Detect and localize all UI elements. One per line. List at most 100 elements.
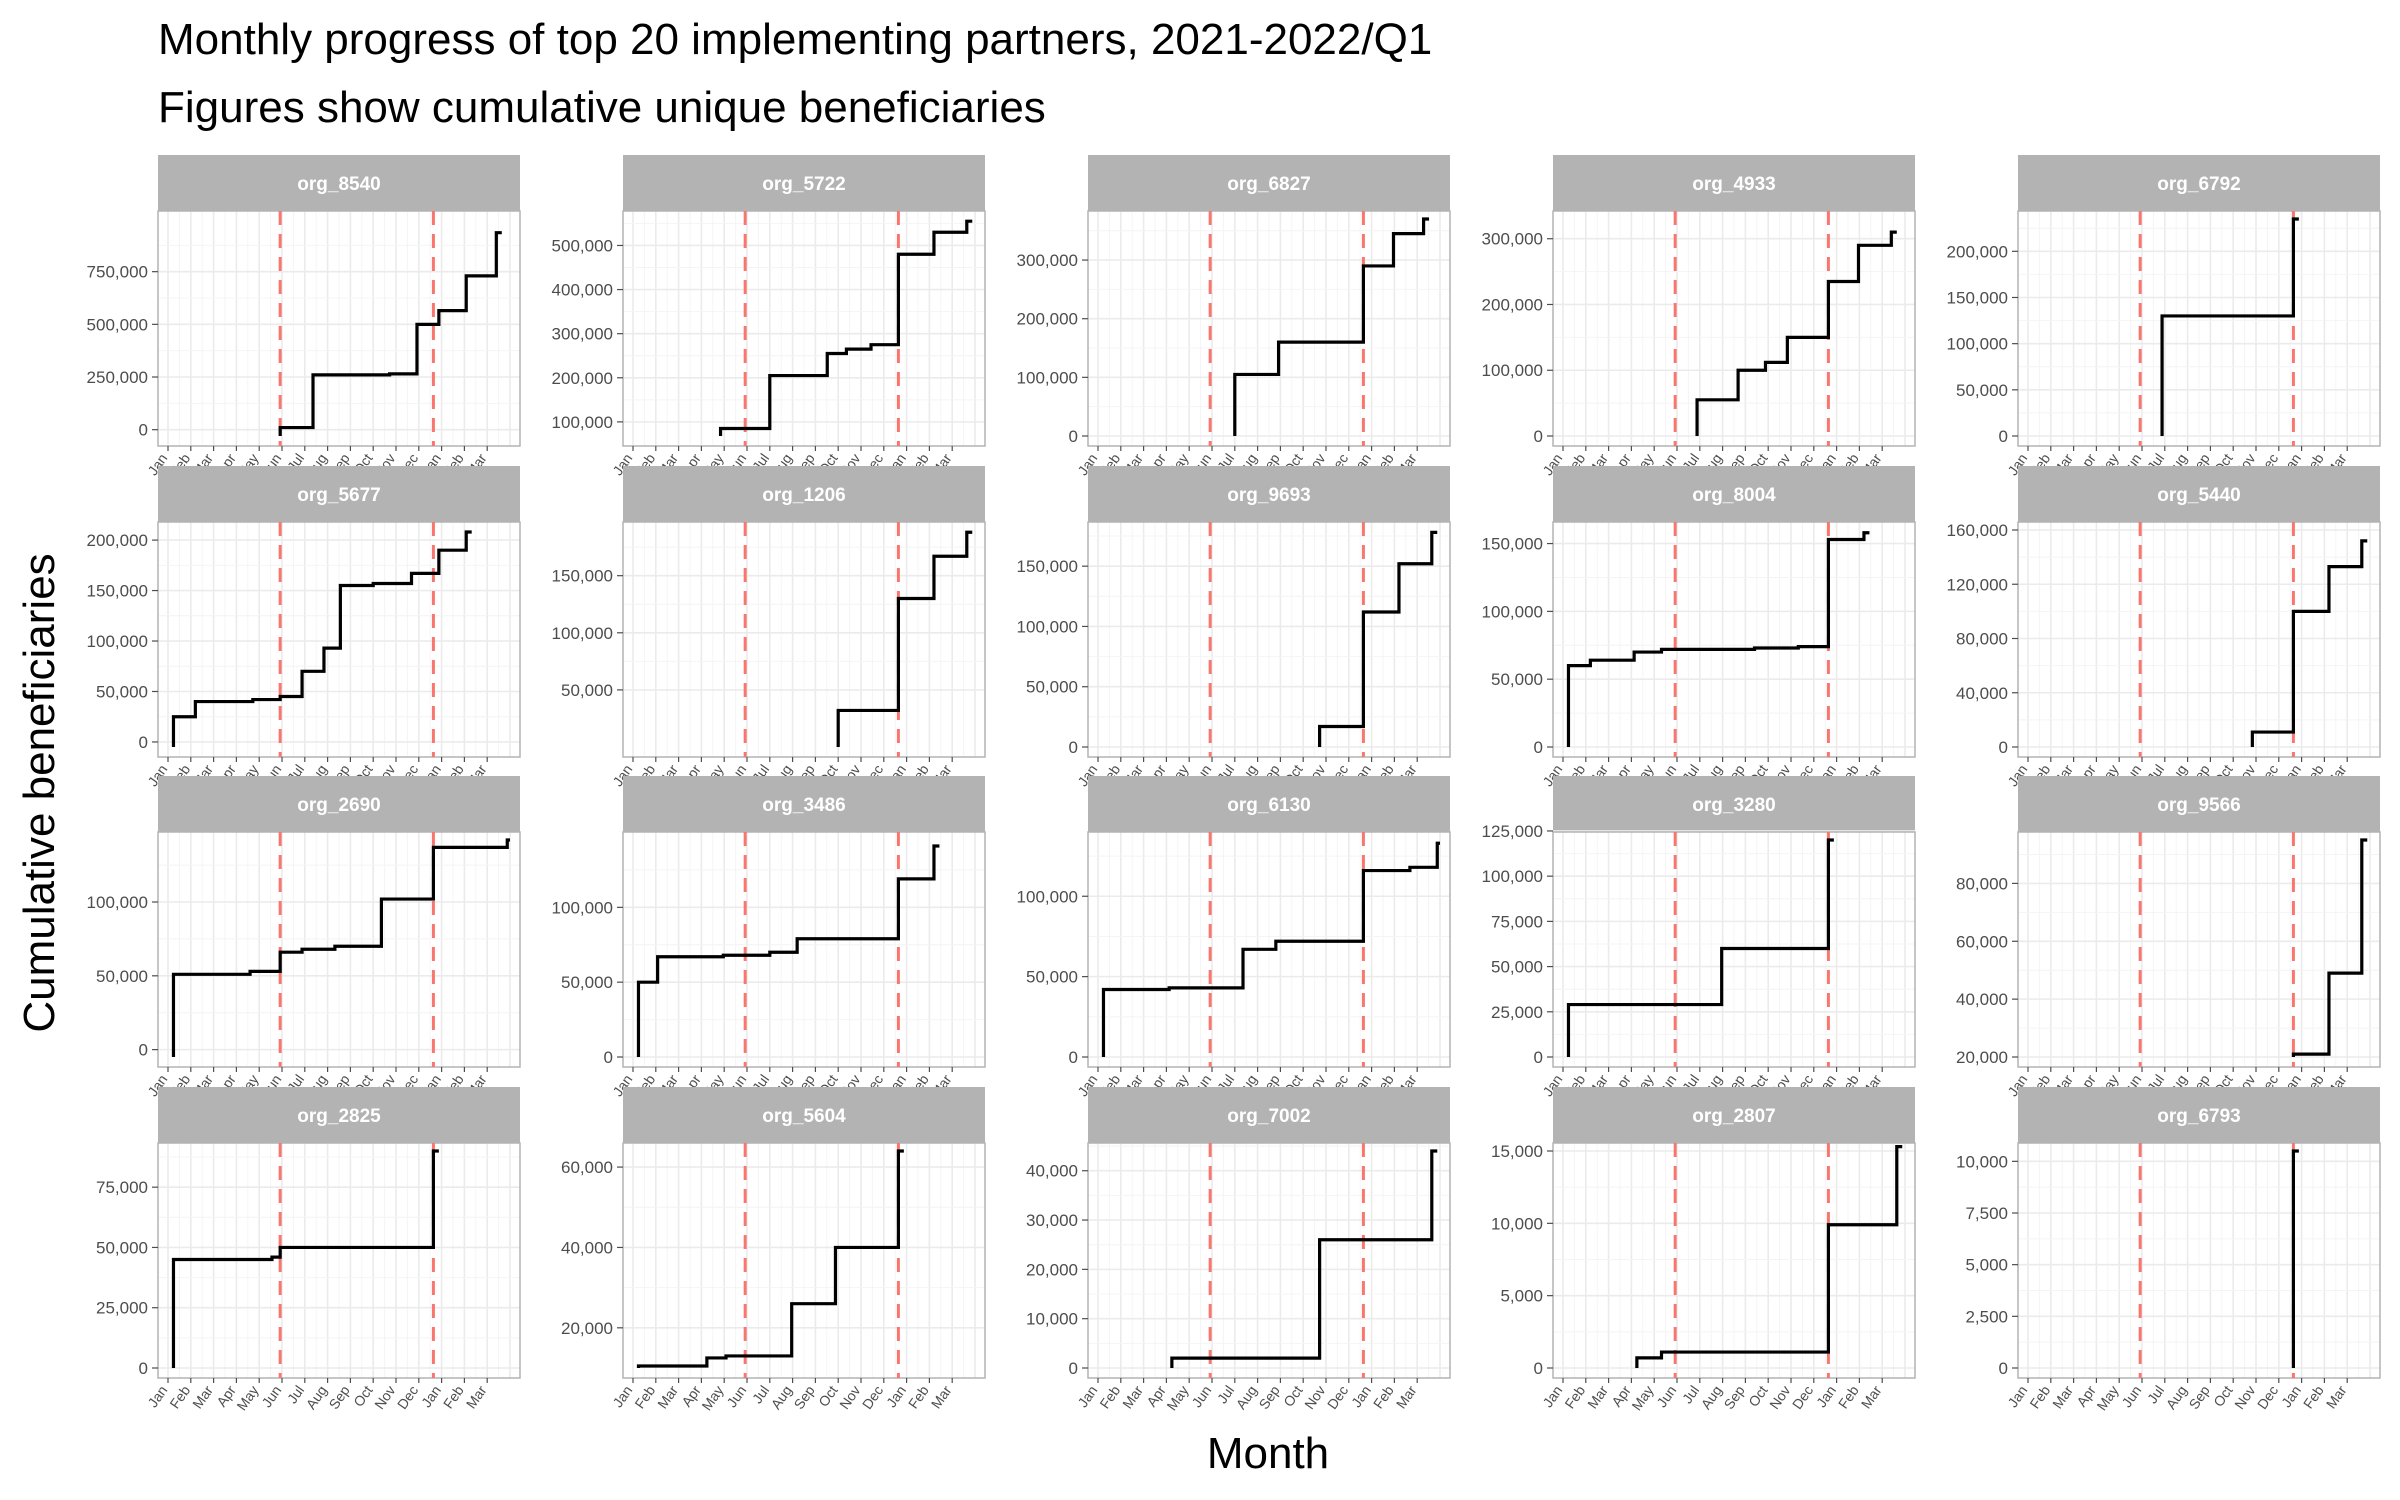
panel-border [157,831,521,1068]
x-tick-label: Oct [350,1382,376,1409]
x-tick-label: Dec [1789,1383,1816,1413]
panel-border [622,831,986,1068]
y-tick-label: 100,000 [87,893,148,912]
y-tick-label: 100,000 [1017,368,1078,387]
facet-panel: org_679302,5005,0007,50010,000JanFebMarA… [1956,1087,2381,1414]
y-tick-label: 30,000 [1026,1211,1078,1230]
facet-panel: org_2690050,000100,000JanFebMarAprMayJun… [87,776,521,1102]
x-tick-label: Feb [1370,1382,1397,1411]
panel-border [622,210,986,447]
x-tick-label: Oct [1280,1382,1306,1409]
y-tick-label: 10,000 [1491,1214,1543,1233]
facet-panel: org_7002010,00020,00030,00040,000JanFebM… [1026,1087,1451,1413]
x-tick-label: Mar [1393,1382,1420,1411]
series-line [1635,1145,1903,1368]
y-tick-label: 150,000 [87,582,148,601]
facet-panels: org_85400250,000500,000750,000JanFebMarA… [87,155,2381,1414]
y-tick-label: 100,000 [552,624,613,643]
panel-border [1552,521,1916,758]
facet-strip [158,155,520,211]
y-tick-label: 5,000 [1965,1256,2008,1275]
y-tick-label: 100,000 [1482,361,1543,380]
x-tick-label: Aug [768,1383,795,1413]
panel-border [157,210,521,447]
x-tick-label: Jan [1348,1383,1374,1411]
y-tick-label: 50,000 [1491,670,1543,689]
y-tick-label: 50,000 [1026,968,1078,987]
series-line [2291,838,2368,1057]
panel-border [1087,521,1451,758]
facet-panel: org_2825025,00050,00075,000JanFebMarAprM… [96,1087,521,1414]
y-tick-label: 0 [1999,427,2008,446]
x-tick-label: Jan [2278,1383,2304,1411]
panel-border [1087,210,1451,447]
facet-strip-label: org_6827 [1227,174,1310,195]
facet-strip-label: org_3486 [762,795,845,816]
y-tick-label: 200,000 [87,531,148,550]
panel-border [1552,210,1916,447]
facet-strip-label: org_6793 [2157,1106,2240,1127]
x-tick-label: Aug [1233,1383,1260,1413]
x-tick-label: Aug [1698,1383,1725,1413]
x-tick-label: Mar [2049,1382,2076,1411]
y-tick-label: 500,000 [87,315,148,334]
panel-border [2017,521,2381,758]
facet-strip [1088,466,1450,522]
y-tick-label: 0 [139,421,148,440]
y-tick-label: 20,000 [561,1319,613,1338]
x-tick-label: Nov [2231,1383,2258,1413]
x-tick-label: May [2093,1383,2121,1414]
panel-border [157,1142,521,1379]
chart-subtitle: Figures show cumulative unique beneficia… [158,83,1046,132]
x-tick-label: Aug [303,1383,330,1413]
y-tick-label: 50,000 [561,681,613,700]
facet-panel: org_5722 100,000 200,000 300,000 400,000 500,… [552,155,986,481]
y-tick-label: 20,000 [1026,1260,1078,1279]
facet-strip-label: org_8004 [1692,485,1776,506]
facet-strip-label: org_5677 [297,485,380,506]
x-tick-label: Jan [144,1383,170,1411]
x-tick-label: Feb [166,1382,193,1411]
facet-strip [158,466,520,522]
x-tick-label: May [233,1383,261,1414]
x-tick-label: May [698,1383,726,1414]
x-tick-label: Feb [631,1382,658,1411]
facet-panel: org_6792050,000100,000150,000200,000JanF… [1947,155,2381,481]
x-tick-label: Mar [189,1382,216,1411]
series-line [171,530,472,747]
y-tick-label: 50,000 [1026,678,1078,697]
y-tick-label: 250,000 [87,368,148,387]
y-tick-label: 10,000 [1956,1152,2008,1171]
x-tick-label: Mar [1584,1382,1611,1411]
facet-strip-label: org_3280 [1692,795,1775,816]
series-line [1566,531,1870,747]
facet-strip-label: org_2807 [1692,1106,1775,1127]
facet-strip-label: org_1206 [762,485,845,506]
facet-panel: org_560420,00040,00060,000JanFebMarAprMa… [561,1087,986,1414]
y-tick-label: 0 [1069,427,1078,446]
facet-panel: org_280705,00010,00015,000JanFebMarAprMa… [1491,1087,1916,1414]
series-line [171,1149,439,1368]
y-tick-label: 40,000 [561,1238,613,1257]
y-tick-label: 150,000 [1947,288,2008,307]
x-tick-label: Mar [463,1382,490,1411]
y-tick-label: 80,000 [1956,630,2008,649]
y-tick-label: 150,000 [1482,535,1543,554]
facet-strip [158,776,520,832]
y-tick-label: 25,000 [1491,1003,1543,1022]
x-tick-label: Nov [1301,1383,1328,1413]
panel-border [1087,1142,1451,1379]
x-tick-label: May [1628,1383,1656,1414]
facet-strip-label: org_7002 [1227,1106,1310,1127]
x-tick-label: Oct [1745,1382,1771,1409]
x-tick-label: Mar [1119,1382,1146,1411]
facet-strip-label: org_2690 [297,795,380,816]
y-tick-label: 0 [1069,738,1078,757]
y-tick-label: 100,000 [87,632,148,651]
series-line [1101,841,1440,1057]
facet-strip [158,1087,520,1143]
facet-strip-label: org_5722 [762,174,845,195]
y-tick-label: 150,000 [1017,557,1078,576]
x-tick-label: Sep [1255,1382,1283,1412]
y-tick-label: 50,000 [1956,381,2008,400]
